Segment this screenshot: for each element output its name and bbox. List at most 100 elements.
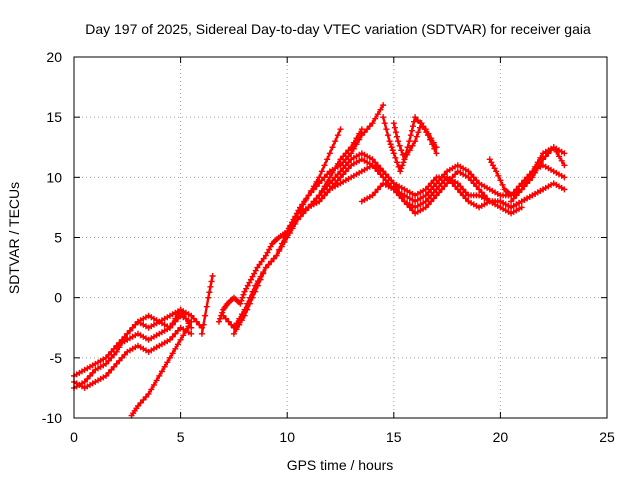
x-tick-label: 0 bbox=[70, 429, 78, 445]
series-track-9 bbox=[230, 126, 344, 337]
data-point bbox=[449, 180, 456, 187]
data-point bbox=[398, 165, 405, 172]
data-point bbox=[356, 130, 363, 137]
data-point bbox=[326, 150, 333, 157]
data-point bbox=[422, 198, 429, 205]
data-point bbox=[508, 198, 515, 205]
data-point bbox=[172, 345, 179, 352]
data-point bbox=[366, 123, 373, 130]
data-point bbox=[334, 171, 341, 178]
data-point bbox=[252, 288, 259, 295]
data-point bbox=[457, 189, 464, 196]
data-point bbox=[286, 223, 293, 230]
data-point bbox=[529, 168, 536, 175]
data-point bbox=[332, 138, 339, 145]
data-point bbox=[411, 118, 418, 125]
data-point bbox=[433, 186, 440, 193]
data-point bbox=[337, 156, 344, 163]
data-point bbox=[172, 315, 179, 322]
y-tick-label: -10 bbox=[42, 410, 62, 426]
data-point bbox=[473, 183, 480, 190]
y-tick-label: 0 bbox=[54, 290, 62, 306]
data-point bbox=[244, 306, 251, 313]
data-point bbox=[427, 136, 434, 143]
data-point bbox=[478, 189, 485, 196]
data-point bbox=[121, 351, 128, 358]
data-point bbox=[266, 246, 273, 253]
data-point bbox=[164, 359, 171, 366]
data-point bbox=[324, 183, 331, 190]
data-point bbox=[391, 124, 398, 131]
data-point bbox=[460, 186, 467, 193]
data-point bbox=[428, 192, 435, 199]
data-point bbox=[241, 312, 248, 319]
data-point bbox=[169, 350, 176, 357]
data-point bbox=[329, 144, 336, 151]
data-point bbox=[230, 330, 237, 337]
data-point bbox=[249, 273, 256, 280]
data-point bbox=[415, 129, 422, 136]
data-point bbox=[332, 174, 339, 181]
data-point bbox=[395, 138, 402, 145]
data-point bbox=[205, 294, 212, 301]
data-point bbox=[470, 180, 477, 187]
data-point bbox=[251, 270, 258, 277]
y-axis-label: SDTVAR / TECUs bbox=[6, 182, 22, 294]
data-point bbox=[262, 252, 269, 259]
data-point bbox=[267, 243, 274, 250]
data-point bbox=[313, 178, 320, 185]
data-point bbox=[273, 252, 280, 259]
data-point bbox=[468, 171, 475, 178]
data-point bbox=[264, 249, 271, 256]
data-point bbox=[430, 183, 437, 190]
data-point bbox=[188, 318, 195, 325]
data-point bbox=[342, 150, 349, 157]
data-point bbox=[499, 181, 506, 188]
data-point bbox=[260, 270, 267, 277]
data-point bbox=[308, 201, 315, 208]
y-tick-label: 5 bbox=[54, 230, 62, 246]
data-point bbox=[390, 150, 397, 157]
data-point bbox=[265, 261, 272, 268]
data-point bbox=[337, 174, 344, 181]
grid-lines bbox=[74, 57, 607, 418]
data-point bbox=[518, 186, 525, 193]
data-point bbox=[398, 147, 405, 154]
data-point bbox=[534, 159, 541, 166]
data-point bbox=[348, 144, 355, 151]
data-point bbox=[321, 174, 328, 181]
data-point bbox=[369, 192, 376, 199]
data-point bbox=[431, 145, 438, 152]
data-point bbox=[481, 192, 488, 199]
series-track-15 bbox=[390, 120, 440, 163]
data-point bbox=[220, 312, 227, 319]
data-point bbox=[384, 132, 391, 139]
data-point bbox=[353, 135, 360, 142]
data-point bbox=[246, 279, 253, 286]
data-point bbox=[237, 300, 244, 307]
data-point bbox=[553, 148, 560, 155]
data-point bbox=[177, 306, 184, 313]
y-tick-label: 15 bbox=[46, 109, 62, 125]
data-point bbox=[102, 360, 109, 367]
data-point bbox=[407, 132, 414, 139]
data-point bbox=[460, 192, 467, 199]
data-point bbox=[340, 171, 347, 178]
data-point bbox=[526, 172, 533, 179]
x-tick-label: 15 bbox=[386, 429, 402, 445]
data-point bbox=[188, 330, 195, 337]
data-point bbox=[444, 180, 451, 187]
data-point bbox=[326, 174, 333, 181]
data-point bbox=[516, 189, 523, 196]
data-point bbox=[337, 168, 344, 175]
data-point bbox=[300, 201, 307, 208]
data-point bbox=[342, 156, 349, 163]
data-point bbox=[454, 180, 461, 187]
data-point bbox=[428, 186, 435, 193]
data-point bbox=[398, 195, 405, 202]
data-point bbox=[202, 312, 209, 319]
x-tick-label: 20 bbox=[493, 429, 509, 445]
data-point bbox=[380, 168, 387, 175]
data-point bbox=[491, 165, 498, 172]
data-point bbox=[340, 159, 347, 166]
